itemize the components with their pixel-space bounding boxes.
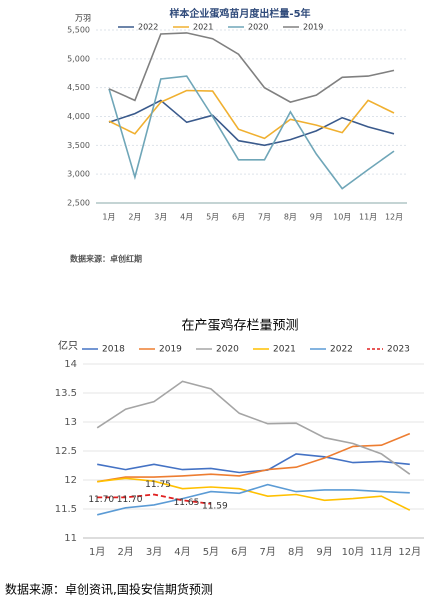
data-label: 11.65	[174, 498, 200, 508]
x-tick-label: 1月	[89, 546, 105, 558]
x-tick-label: 9月	[316, 546, 332, 558]
x-tick-label: 12月	[398, 546, 421, 558]
y-unit: 万羽	[75, 14, 91, 23]
legend-label: 2020	[216, 345, 239, 355]
x-tick-label: 3月	[146, 546, 162, 558]
x-tick-label: 2月	[117, 546, 133, 558]
y-unit: 亿只	[58, 339, 78, 352]
legend-label: 2021	[273, 345, 296, 355]
y-tick-label: 11	[64, 533, 77, 544]
y-tick-label: 3,000	[67, 170, 90, 179]
x-tick-label: 4月	[174, 546, 190, 558]
y-tick-label: 3,500	[67, 141, 90, 150]
x-tick-label: 6月	[232, 213, 245, 222]
source: 数据来源：卓创红期	[70, 254, 142, 264]
x-tick-label: 12月	[385, 213, 403, 222]
x-tick-label: 8月	[288, 546, 304, 558]
y-tick-label: 4,000	[67, 112, 90, 121]
x-tick-label: 4月	[180, 213, 193, 222]
y-tick-label: 12.5	[55, 446, 77, 457]
source: 数据来源：卓创资讯,国投安信期货预测	[5, 582, 213, 597]
series-line	[97, 483, 410, 516]
y-tick-label: 14	[64, 359, 77, 370]
legend-label: 2023	[387, 345, 410, 355]
x-tick-label: 3月	[154, 213, 167, 222]
x-tick-label: 7月	[260, 546, 276, 558]
series-line	[97, 493, 212, 505]
y-tick-label: 5,500	[67, 26, 90, 35]
series-line	[97, 477, 411, 511]
chart-title: 样本企业蛋鸡苗月度出栏量-5年	[169, 7, 310, 20]
x-tick-label: 9月	[310, 213, 323, 222]
legend-label: 2019	[303, 23, 323, 32]
y-tick-label: 4,500	[67, 83, 90, 92]
x-tick-label: 10月	[342, 546, 365, 558]
legend-label: 2022	[330, 345, 353, 355]
y-tick-label: 2,500	[67, 199, 90, 208]
data-label: 11.70	[88, 495, 114, 505]
y-tick-label: 12	[64, 475, 77, 486]
y-tick-label: 5,000	[67, 54, 90, 63]
x-tick-label: 8月	[284, 213, 297, 222]
legend-label: 2022	[138, 23, 158, 32]
x-tick-label: 5月	[206, 213, 219, 222]
data-label: 11.75	[145, 480, 171, 490]
x-tick-label: 6月	[231, 546, 247, 558]
y-tick-label: 13.5	[55, 388, 77, 399]
chart-title: 在产蛋鸡存栏量预测	[181, 318, 298, 334]
series-line	[108, 99, 395, 147]
x-tick-label: 11月	[370, 546, 393, 558]
legend-label: 2018	[102, 345, 125, 355]
series-line	[96, 380, 411, 475]
y-tick-label: 13	[64, 417, 77, 428]
x-tick-label: 11月	[359, 213, 377, 222]
legend-label: 2019	[159, 345, 182, 355]
series-line	[97, 432, 411, 483]
y-tick-label: 11.5	[55, 504, 77, 515]
legend-label: 2021	[193, 23, 213, 32]
x-tick-label: 10月	[333, 213, 351, 222]
series-line	[108, 89, 395, 140]
legend-label: 2020	[248, 23, 268, 32]
series-line	[108, 75, 395, 190]
x-tick-label: 7月	[258, 213, 271, 222]
data-label: 11.59	[202, 501, 228, 511]
data-label: 11.70	[117, 495, 143, 505]
series-line	[97, 453, 410, 474]
x-tick-label: 1月	[102, 213, 115, 222]
series-line	[108, 32, 395, 103]
x-tick-label: 2月	[128, 213, 141, 222]
x-tick-label: 5月	[203, 546, 219, 558]
